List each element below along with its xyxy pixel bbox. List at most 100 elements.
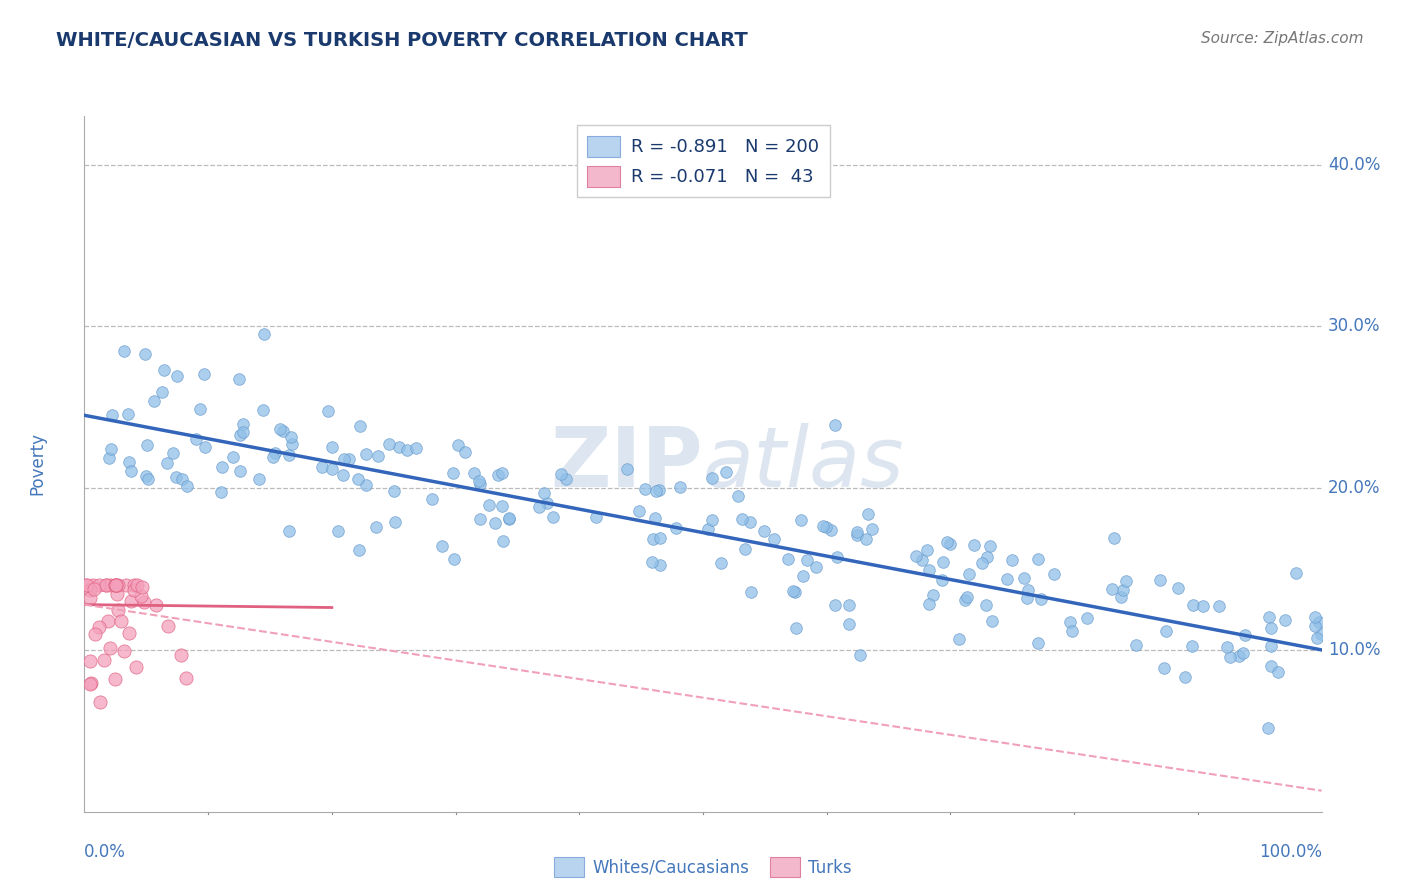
Point [491,466,513,480]
Point [1153,661,1175,675]
Point [815,520,838,534]
Point [176,478,198,492]
Point [1219,649,1241,664]
Point [277,448,299,462]
Point [98,578,121,592]
Text: WHITE/CAUCASIAN VS TURKISH POVERTY CORRELATION CHART: WHITE/CAUCASIAN VS TURKISH POVERTY CORRE… [56,31,748,50]
Point [104,578,127,592]
Point [1112,582,1135,597]
Point [277,524,299,538]
Text: 20.0%: 20.0% [1327,479,1381,497]
Point [740,584,762,599]
Point [1181,639,1204,653]
Point [1260,621,1282,635]
Point [838,617,860,632]
Point [911,553,934,567]
Point [555,472,578,486]
Point [332,468,354,483]
Point [948,632,970,647]
Text: 30.0%: 30.0% [1327,318,1381,335]
Point [491,500,513,514]
Point [232,425,254,439]
Point [84,626,107,640]
Point [740,516,762,530]
Point [980,614,1002,628]
Point [468,512,491,526]
Point [953,592,976,607]
Point [186,432,208,446]
Point [1215,640,1237,654]
Point [384,515,406,529]
Point [166,369,188,384]
Point [222,450,245,464]
Point [785,621,807,635]
Point [1310,626,1333,640]
Point [498,511,520,525]
Point [447,438,470,452]
Point [845,525,868,540]
Point [125,578,148,592]
Point [824,418,846,433]
Point [79,591,101,606]
Text: 100.0%: 100.0% [1258,843,1322,861]
Point [420,491,443,506]
Point [1285,566,1308,580]
Point [1149,574,1171,588]
Point [543,509,565,524]
Point [405,442,427,456]
Point [931,573,953,587]
Point [716,465,738,479]
Point [754,524,776,539]
Point [188,401,211,416]
Point [648,531,671,545]
Point [80,675,103,690]
Point [94,578,117,592]
Point [98,451,121,466]
Point [169,648,191,663]
Point [634,482,657,496]
Point [156,456,179,470]
Point [83,582,105,596]
Point [145,598,167,612]
Point [697,522,720,536]
Point [1167,581,1189,595]
Point [347,472,370,486]
Point [468,477,491,491]
Point [105,587,128,601]
Point [731,512,754,526]
Legend: Whites/Caucasians, Turks: Whites/Caucasians, Turks [548,851,858,883]
Point [484,516,506,530]
Point [321,461,343,475]
Point [616,461,638,475]
Point [321,440,343,454]
Point [644,510,666,524]
Point [669,480,692,494]
Point [101,408,124,422]
Point [122,583,145,598]
Point [796,553,818,567]
Point [82,578,104,592]
Text: Poverty: Poverty [28,433,46,495]
Point [135,468,157,483]
Point [134,347,156,361]
Point [790,513,813,527]
Point [98,640,121,655]
Point [120,593,142,607]
Point [232,417,254,432]
Point [280,437,302,451]
Point [94,578,117,592]
Point [533,486,555,500]
Point [727,489,749,503]
Point [332,452,354,467]
Point [162,446,184,460]
Point [378,436,401,450]
Point [849,648,872,662]
Point [939,537,962,551]
Point [262,450,284,465]
Point [114,578,136,592]
Text: atlas: atlas [703,424,904,504]
Point [1306,632,1329,646]
Point [107,578,129,592]
Point [356,447,378,461]
Point [136,471,159,485]
